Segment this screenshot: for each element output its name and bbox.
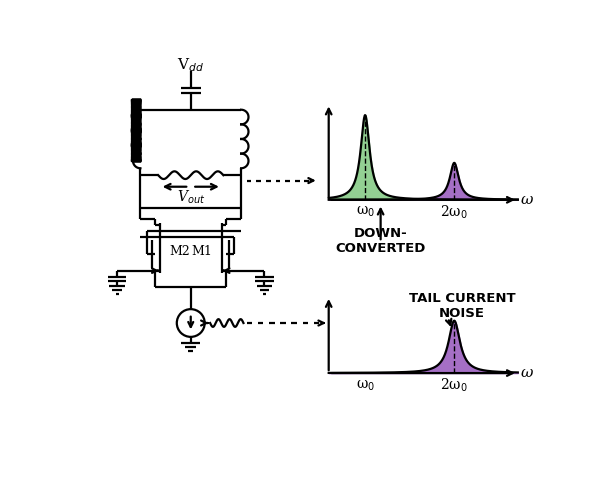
Text: ω: ω: [521, 193, 533, 207]
Text: ω$_0$: ω$_0$: [356, 205, 375, 219]
Text: ω$_0$: ω$_0$: [356, 378, 375, 392]
Text: 2ω$_0$: 2ω$_0$: [440, 377, 468, 394]
Text: V$_{dd}$: V$_{dd}$: [177, 56, 204, 74]
Text: V$_{out}$: V$_{out}$: [176, 189, 205, 206]
Text: DOWN-
CONVERTED: DOWN- CONVERTED: [336, 227, 426, 255]
Text: M2: M2: [169, 245, 190, 258]
Text: 2ω$_0$: 2ω$_0$: [440, 204, 468, 221]
Text: ω: ω: [521, 366, 533, 380]
Text: TAIL CURRENT
NOISE: TAIL CURRENT NOISE: [409, 292, 516, 320]
Text: M1: M1: [191, 245, 212, 258]
